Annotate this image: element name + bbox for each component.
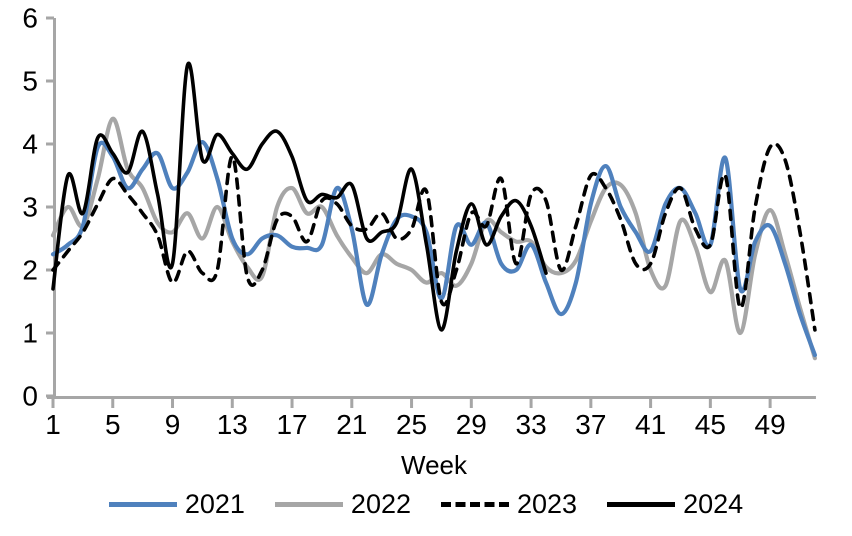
x-tick-label: 33 xyxy=(516,409,547,440)
legend-line-2023-icon xyxy=(441,502,509,507)
x-tick-label: 37 xyxy=(575,409,606,440)
legend-item-2022: 2022 xyxy=(274,489,411,519)
x-tick-label: 9 xyxy=(165,409,181,440)
x-tick-label: 1 xyxy=(45,409,61,440)
legend-label-2022: 2022 xyxy=(350,489,411,519)
legend-item-2021: 2021 xyxy=(108,489,245,519)
x-tick-label: 45 xyxy=(695,409,726,440)
x-tick-label: 21 xyxy=(336,409,367,440)
x-tick-label: 29 xyxy=(456,409,487,440)
legend-item-2024: 2024 xyxy=(607,491,743,518)
legend: 2021 2022 2023 2024 xyxy=(0,491,852,518)
x-tick-label: 17 xyxy=(276,409,307,440)
y-tick-label: 0 xyxy=(22,381,38,412)
legend-item-2023: 2023 xyxy=(441,491,577,518)
legend-label-2024: 2024 xyxy=(683,489,744,519)
y-tick-label: 2 xyxy=(22,255,38,286)
legend-line-2024-icon xyxy=(607,502,676,507)
x-tick-label: 41 xyxy=(635,409,666,440)
x-axis-title: Week xyxy=(401,450,467,480)
legend-label-2023: 2023 xyxy=(517,489,578,519)
series-line-2021 xyxy=(50,140,817,358)
y-tick-label: 1 xyxy=(22,318,38,349)
legend-label-2021: 2021 xyxy=(184,489,245,519)
x-tick-label: 13 xyxy=(217,409,248,440)
y-tick-label: 4 xyxy=(22,129,38,160)
y-tick-label: 5 xyxy=(22,66,38,97)
legend-line-2021-icon xyxy=(108,502,177,507)
series-line-2024 xyxy=(51,61,548,332)
x-tick-label: 5 xyxy=(105,409,121,440)
x-tick-label: 49 xyxy=(755,409,786,440)
legend-line-2022-icon xyxy=(274,502,343,507)
y-tick-label: 6 xyxy=(22,3,38,34)
y-tick-label: 3 xyxy=(22,192,38,223)
x-tick-label: 25 xyxy=(396,409,427,440)
series-line-2023 xyxy=(51,142,817,332)
